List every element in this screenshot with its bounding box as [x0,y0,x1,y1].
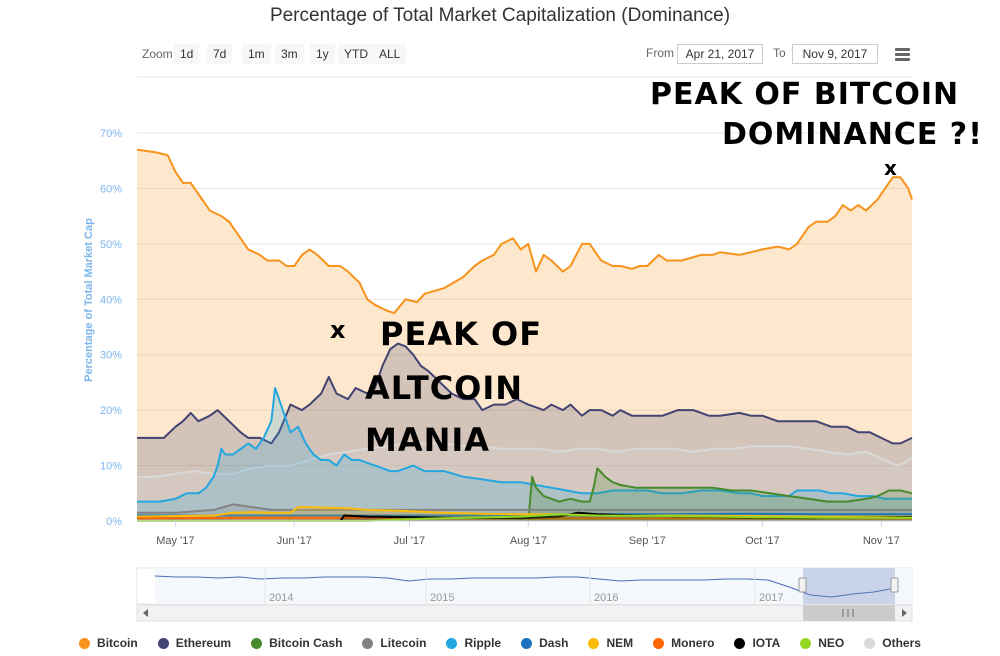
to-date-input[interactable]: Nov 9, 2017 [792,44,878,64]
navigator-right-handle[interactable] [890,577,899,593]
legend-label: IOTA [752,636,781,650]
x-tick-label: Sep '17 [629,535,666,547]
y-tick-label: 0% [106,516,122,528]
chart-title: Percentage of Total Market Capitalizatio… [269,5,731,26]
scrollbar-thumb[interactable] [803,605,895,621]
legend-dot-icon [864,637,876,649]
legend-item-neo[interactable]: NEO [800,636,844,650]
series-line-litecoin [137,503,912,514]
legend-item-ethereum[interactable]: Ethereum [157,636,232,650]
navigator-year-label: 2017 [759,592,783,604]
legend-label: Ripple [464,636,502,650]
legend-dot-icon [362,637,374,649]
zoom-1m-button[interactable]: 1m [242,44,271,64]
navigator-left-handle[interactable] [798,577,807,593]
series-area-neo [137,514,912,521]
from-label: From [646,46,674,60]
y-tick-label: 70% [100,128,122,140]
legend-item-litecoin[interactable]: Litecoin [362,636,426,650]
x-tick-label: Jun '17 [277,535,312,547]
y-tick-label: 30% [100,350,122,362]
legend-label: NEO [818,636,845,650]
zoom-ytd-button[interactable]: YTD [338,44,374,64]
hamburger-menu-icon[interactable] [895,48,910,61]
y-tick-label: 10% [100,461,122,473]
y-tick-label: 60% [100,183,122,195]
legend-dot-icon [800,637,812,649]
annotation-altcoin-peak-marker: x [330,316,347,344]
series-area-ethereum [137,343,912,521]
legend-dot-icon [588,637,600,649]
zoom-1d-button[interactable]: 1d [174,44,200,64]
annotation-bitcoin-peak-line2: DOMINANCE ?! [722,117,983,152]
legend-item-ripple[interactable]: Ripple [446,636,501,650]
zoom-1y-button[interactable]: 1y [310,44,335,64]
legend: Bitcoin Ethereum Bitcoin Cash Litecoin Rippl… [0,636,1000,650]
legend-label: Monero [671,636,715,650]
legend-label: Ethereum [175,636,232,650]
series-line-ethereum [137,342,913,445]
series-line-neo [137,513,912,522]
annotation-altcoin-peak-line2: ALTCOIN [365,369,524,407]
series-line-others [137,442,913,478]
scroll-left-icon[interactable] [143,609,148,617]
legend-dot-icon [157,637,169,649]
legend-item-nem[interactable]: NEM [588,636,633,650]
x-tick-label: Aug '17 [510,535,547,547]
zoom-3m-button[interactable]: 3m [275,44,304,64]
legend-label: Others [882,636,921,650]
annotation-altcoin-peak-line3: MANIA [365,421,491,459]
zoom-all-button[interactable]: ALL [373,44,407,64]
series-line-ripple [137,387,912,503]
series-line-bitcoin-cash [527,467,913,522]
legend-dot-icon [446,637,458,649]
legend-label: Bitcoin Cash [269,636,343,650]
x-tick-label: Jul '17 [394,535,425,547]
legend-item-bitcoin-cash[interactable]: Bitcoin Cash [251,636,342,650]
legend-dot-icon [521,637,533,649]
zoom-7d-button[interactable]: 7d [207,44,233,64]
legend-item-iota[interactable]: IOTA [734,636,780,650]
legend-item-others[interactable]: Others [864,636,921,650]
legend-item-dash[interactable]: Dash [521,636,568,650]
y-tick-label: 40% [100,294,122,306]
legend-dot-icon [653,637,665,649]
navigator-year-label: 2016 [594,592,618,604]
x-tick-label: Nov '17 [863,535,900,547]
series-line-bitcoin [136,148,913,315]
legend-dot-icon [251,637,263,649]
navigator-year-label: 2014 [269,592,293,604]
legend-item-bitcoin[interactable]: Bitcoin [79,636,138,650]
annotation-bitcoin-peak-line1: PEAK OF BITCOIN [650,77,960,112]
legend-label: Litecoin [380,636,427,650]
legend-label: Bitcoin [97,636,138,650]
navigator-selection [803,568,895,604]
y-axis-title: Percentage of Total Market Cap [83,218,95,382]
series-area-bitcoin-cash [528,468,912,521]
legend-label: NEM [606,636,634,650]
legend-dot-icon [734,637,746,649]
to-label: To [773,46,786,60]
x-tick-label: May '17 [156,535,194,547]
series-area-bitcoin [137,149,912,521]
zoom-label: Zoom [142,47,173,61]
annotation-altcoin-peak-line1: PEAK OF [380,315,543,353]
x-tick-label: Oct '17 [745,535,780,547]
legend-item-monero[interactable]: Monero [653,636,714,650]
y-tick-label: 20% [100,405,122,417]
annotation-bitcoin-peak-marker: x [884,156,898,180]
y-tick-label: 50% [100,239,122,251]
scroll-right-icon[interactable] [902,609,907,617]
from-date-input[interactable]: Apr 21, 2017 [677,44,763,64]
legend-label: Dash [539,636,569,650]
series-area-ripple [137,388,912,521]
legend-dot-icon [79,637,91,649]
navigator-series-line [154,575,896,598]
scrollbar-track[interactable] [136,604,913,622]
navigator-year-label: 2015 [430,592,454,604]
series-line-dash [137,512,912,517]
